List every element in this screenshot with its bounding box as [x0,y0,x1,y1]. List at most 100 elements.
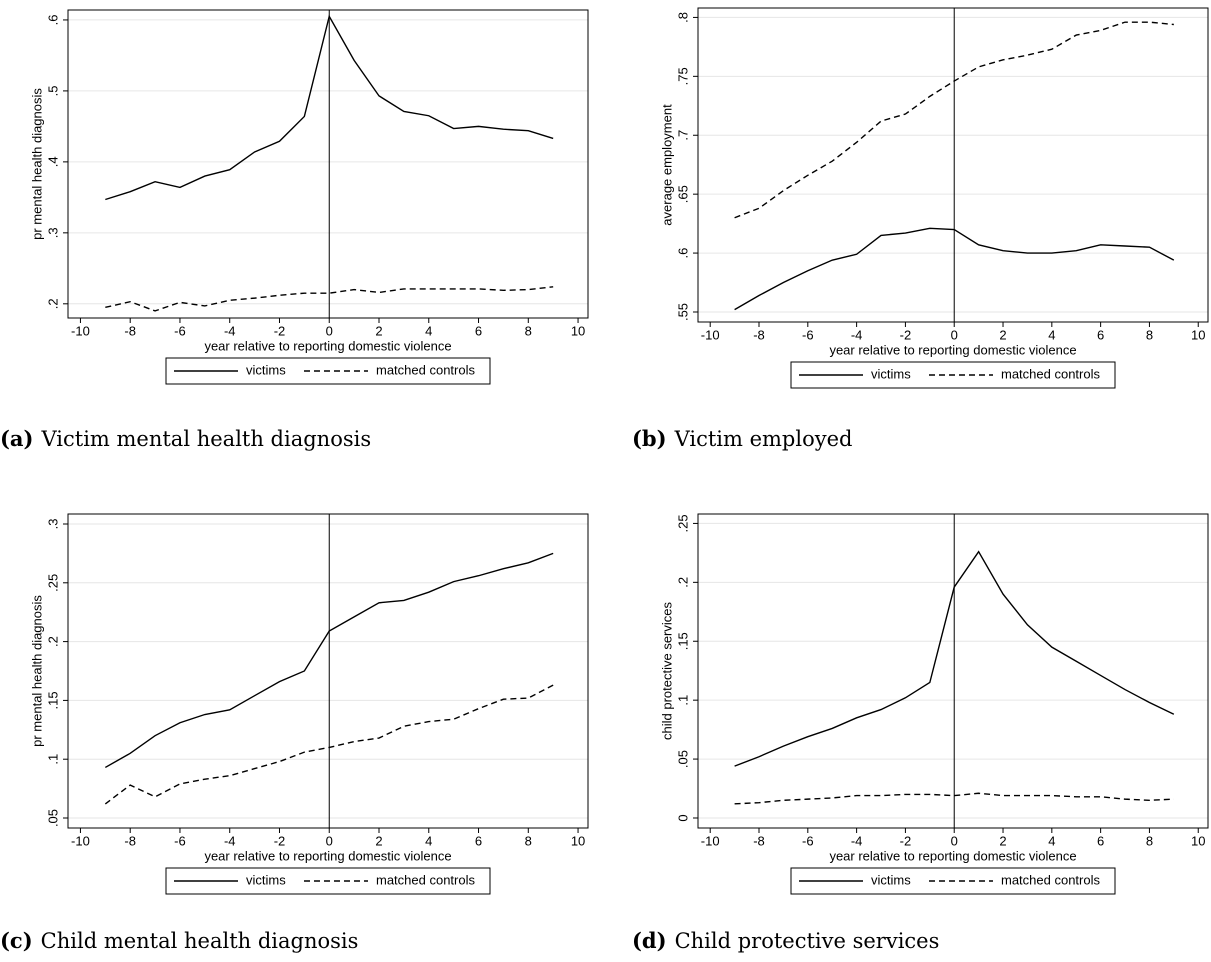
plot-frame [697,513,1209,829]
y-tick-label: .6 [45,15,60,26]
x-tick-label: -8 [753,327,765,342]
x-tick-label: 0 [951,833,958,848]
caption-label: (a) [0,426,33,451]
x-tick-label: -8 [753,833,765,848]
y-tick-label: .2 [675,577,690,588]
legend-label: matched controls [376,872,475,887]
x-tick-label: 4 [1048,327,1055,342]
y-tick-label: .3 [45,519,60,530]
y-tick-label: .25 [675,514,690,532]
caption-label: (d) [632,928,667,953]
y-tick-label: 0 [675,814,690,821]
legend-label: matched controls [1001,872,1100,887]
x-tick-label: 8 [1146,833,1153,848]
panel: .05 .1 .15 .2 .25 .3 -10 -8 -6 -4 -2 0 2 4 6 8 10 year re… [0,513,589,953]
x-tick-label: 10 [1191,327,1205,342]
caption-label: (c) [0,928,33,953]
series-line [734,792,1174,805]
x-tick-label: -4 [851,327,863,342]
x-axis-label: year relative to reporting domestic viol… [204,338,451,353]
x-tick-label: 6 [475,323,482,338]
y-tick-label: .1 [675,695,690,706]
y-axis-label: child protective services [659,602,674,740]
x-tick-label: -2 [274,323,286,338]
y-tick-label: .75 [675,67,690,85]
x-tick-label: -4 [851,833,863,848]
y-tick-label: .25 [45,574,60,592]
x-tick-label: -2 [900,327,912,342]
series-line [104,552,554,769]
y-tick-label: .55 [675,303,690,321]
y-tick-label: .05 [45,809,60,827]
y-tick-label: .15 [45,691,60,709]
x-tick-label: -10 [701,327,720,342]
caption-text: Child mental health diagnosis [41,929,359,953]
x-tick-label: 2 [999,327,1006,342]
caption-text: Victim employed [674,427,853,451]
x-tick-label: -10 [71,323,90,338]
x-tick-label: -6 [802,327,814,342]
plot-frame [67,513,589,829]
x-tick-label: 0 [951,327,958,342]
y-tick-label: .65 [675,185,690,203]
x-tick-label: 10 [571,323,585,338]
x-axis-label: year relative to reporting domestic viol… [829,848,1076,863]
x-axis-label: year relative to reporting domestic viol… [829,342,1076,357]
panel: 0 .05 .1 .15 .2 .25 -10 -8 -6 -4 -2 0 2 4 6 8 10 year rel… [632,513,1209,953]
x-tick-label: 4 [425,833,432,848]
y-axis-label: average employment [659,104,674,226]
x-tick-label: -6 [174,833,186,848]
x-tick-label: 0 [326,323,333,338]
legend-label: matched controls [1001,366,1100,381]
x-tick-label: 8 [1146,327,1153,342]
series-line [734,227,1175,311]
legend-label: victims [246,362,286,377]
x-axis-label: year relative to reporting domestic viol… [204,848,451,863]
y-tick-label: .7 [675,130,690,141]
y-axis-label: pr mental health diagnosis [29,595,44,747]
y-tick-label: .05 [675,750,690,768]
x-tick-label: 6 [475,833,482,848]
plot-frame [67,9,589,319]
caption: (d) Child protective services [632,928,939,953]
x-tick-label: 2 [999,833,1006,848]
caption-label: (b) [632,426,667,451]
x-tick-label: 2 [375,323,382,338]
y-tick-label: .3 [45,227,60,238]
x-tick-label: 8 [525,833,532,848]
x-tick-label: -4 [224,323,236,338]
caption-text: Child protective services [675,929,940,953]
y-tick-label: .2 [45,298,60,309]
y-tick-label: .4 [45,156,60,167]
x-tick-label: -2 [900,833,912,848]
x-tick-label: -10 [701,833,720,848]
caption: (b) Victim employed [632,426,852,451]
x-tick-label: -6 [802,833,814,848]
series-line [734,21,1174,219]
y-axis-label: pr mental health diagnosis [29,88,44,240]
x-tick-label: 2 [375,833,382,848]
legend-label: matched controls [376,362,475,377]
legend-label: victims [246,872,286,887]
caption-text: Victim mental health diagnosis [40,427,371,451]
panel: .55 .6 .65 .7 .75 .8 -10 -8 -6 -4 -2 0 2 4 6 8 10 year re… [632,7,1209,451]
x-tick-label: 8 [525,323,532,338]
y-tick-label: .6 [675,248,690,259]
y-tick-label: .5 [45,85,60,96]
caption: (a) Victim mental health diagnosis [0,426,371,451]
y-tick-label: .1 [45,754,60,765]
panel: .2 .3 .4 .5 .6 -10 -8 -6 -4 -2 0 2 4 6 8 10 year relativ… [0,9,589,451]
legend-label: victims [871,366,911,381]
x-tick-label: -2 [274,833,286,848]
x-tick-label: -4 [224,833,236,848]
x-tick-label: -10 [71,833,90,848]
y-tick-label: .8 [675,12,690,23]
x-tick-label: 0 [326,833,333,848]
y-tick-label: .15 [675,632,690,650]
x-tick-label: 6 [1097,833,1104,848]
series-line [105,14,554,201]
plot-frame [697,7,1209,323]
x-tick-label: 10 [1191,833,1205,848]
x-tick-label: 4 [1048,833,1055,848]
